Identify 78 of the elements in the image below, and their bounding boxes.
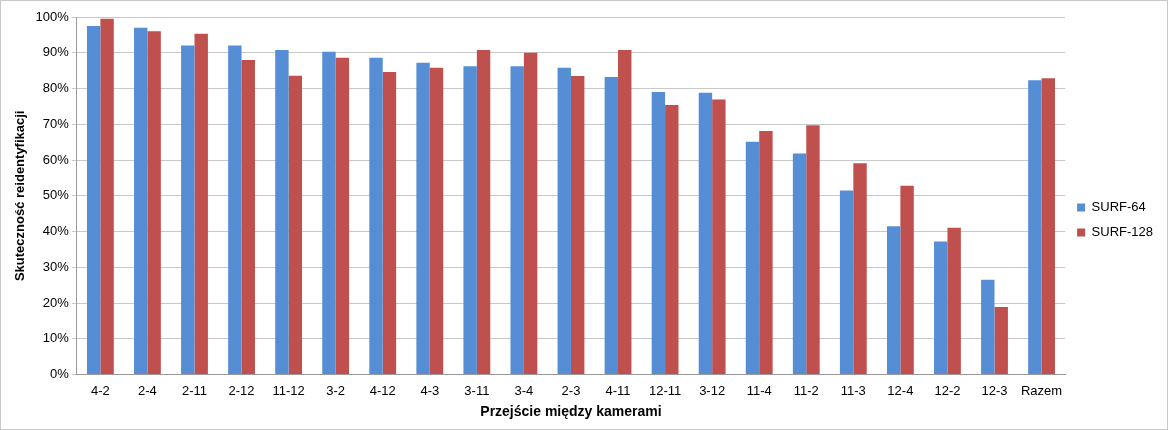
bar: [934, 241, 948, 375]
bar: [981, 279, 995, 375]
bar: [712, 99, 726, 375]
bar: [665, 104, 679, 375]
x-tick-label: 11-4: [746, 382, 772, 398]
bar: [759, 131, 773, 375]
x-tick-label: 12-11: [648, 382, 682, 398]
x-tick-label: 2-4: [138, 382, 157, 398]
x-tick-label: 12-4: [887, 382, 914, 398]
bar: [476, 49, 491, 375]
bar: [416, 62, 430, 375]
bar: [228, 45, 242, 375]
y-tick-label: 80%: [42, 80, 70, 96]
y-tick-label: 40%: [42, 223, 70, 239]
bar: [181, 45, 195, 375]
bar: [463, 66, 477, 375]
y-tick-label: 30%: [42, 258, 70, 274]
y-tick-label: 0%: [50, 366, 70, 382]
y-tick-label: 50%: [42, 187, 70, 203]
x-tick-label: 3-2: [326, 382, 346, 398]
bar: [839, 190, 854, 375]
legend-label: SURF-128: [1091, 224, 1154, 240]
bar: [288, 75, 303, 375]
bar: [335, 57, 350, 375]
y-tick-label: 10%: [42, 330, 70, 346]
bar: [194, 33, 208, 375]
bar: [618, 49, 632, 375]
bar: [382, 72, 397, 375]
bar: [523, 52, 538, 375]
x-axis-title: Przejście między kamerami: [480, 403, 662, 420]
bar: [322, 51, 336, 375]
x-tick-label: 4-3: [420, 382, 440, 398]
y-axis-title: Skuteczność reidentyfikacji: [12, 110, 28, 282]
bar: [100, 18, 114, 375]
x-tick-label: 11-2: [793, 382, 819, 398]
bar: [651, 92, 666, 375]
bar: [1041, 78, 1055, 375]
x-tick-label: 2-3: [561, 382, 581, 398]
x-tick-label: 12-3: [981, 382, 1008, 398]
bar: [745, 141, 760, 375]
y-tick-label: 20%: [42, 294, 70, 310]
bar: [947, 227, 961, 375]
bar: [241, 59, 255, 375]
x-tick-label: 2-12: [228, 382, 255, 398]
x-tick-label: 11-12: [272, 382, 305, 398]
x-tick-label: 12-2: [934, 382, 961, 398]
bar: [429, 67, 444, 375]
bar: [806, 125, 820, 375]
y-tick-label: 70%: [42, 115, 70, 131]
bar: [275, 49, 289, 375]
legend-label: SURF-64: [1091, 199, 1146, 215]
bar: [900, 185, 914, 375]
bar: [510, 66, 524, 375]
x-tick-label: 4-12: [369, 382, 396, 398]
x-tick-label: 3-11: [464, 382, 490, 398]
bar: [698, 92, 713, 375]
x-tick-label: 2-11: [181, 382, 208, 398]
x-tick-label: Razem: [1020, 382, 1063, 398]
bar: [570, 76, 585, 375]
y-tick-label: 60%: [42, 151, 70, 167]
x-tick-label: 3-4: [514, 382, 534, 398]
bar: [369, 57, 383, 375]
bar: [604, 77, 619, 375]
bar: [792, 153, 807, 375]
bar: [147, 31, 161, 375]
y-tick-label: 90%: [42, 44, 70, 60]
x-tick-label: 4-2: [90, 382, 110, 398]
y-tick-label: 100%: [35, 8, 70, 24]
bar: [134, 27, 148, 375]
bar: [1028, 80, 1042, 375]
bar: [994, 307, 1008, 375]
x-tick-label: 3-12: [699, 382, 726, 398]
bar: [886, 226, 901, 375]
bar: [86, 25, 101, 375]
x-tick-label: 11-3: [840, 382, 866, 398]
bar: [853, 163, 867, 375]
x-tick-label: 4-11: [605, 382, 631, 398]
bar: [557, 67, 571, 375]
